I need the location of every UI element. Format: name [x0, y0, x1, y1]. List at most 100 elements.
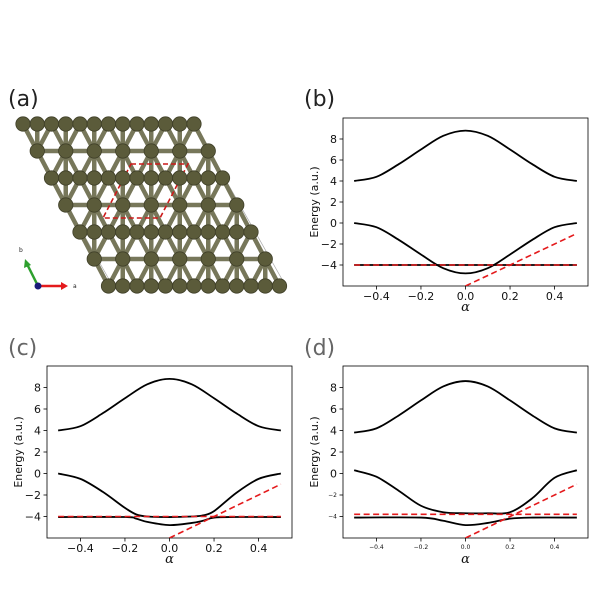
axis-b-arrowhead	[24, 259, 31, 268]
lattice-atom	[129, 278, 145, 294]
band-line-0	[353, 129, 578, 182]
lattice-atom	[115, 170, 131, 186]
lattice-atom	[172, 251, 188, 267]
lattice-atom	[200, 197, 216, 213]
y-tick-label: 2	[330, 196, 337, 209]
lattice-atom	[214, 170, 231, 186]
lattice-atom	[100, 170, 117, 186]
lattice-atom	[58, 116, 74, 132]
lattice-atom	[186, 170, 202, 186]
lattice-atom	[129, 224, 145, 240]
lattice-atom	[172, 116, 188, 132]
lattice-atom	[29, 143, 45, 159]
x-tick-label: −0.4	[363, 290, 390, 303]
band-line-2	[354, 516, 577, 527]
plot-c-frame	[46, 365, 293, 539]
lattice-atom	[200, 143, 216, 159]
y-tick-label: 6	[34, 403, 41, 416]
lattice-atom	[129, 170, 145, 186]
x-tick-label: 0.2	[205, 542, 223, 555]
band-line-1	[57, 472, 282, 518]
x-tick-label: −0.2	[414, 544, 429, 551]
y-tick-label: 2	[330, 446, 337, 459]
x-tick-label: 0.4	[546, 290, 564, 303]
plot-c: −0.4 −0.2 0.0 0.2 0.4 −4 −2 0 2 4 6 8 Energy (a.u.) α	[12, 365, 293, 567]
lattice-atom	[229, 197, 245, 213]
lattice-atom	[100, 116, 117, 132]
axis-a-label: a	[73, 283, 77, 290]
y-tick-label: 4	[34, 425, 41, 438]
lattice-atom	[186, 116, 202, 132]
lattice-atom	[229, 224, 245, 240]
x-tick-label: −0.2	[112, 542, 139, 555]
lattice-atom	[115, 251, 131, 267]
lattice-atom	[115, 278, 131, 294]
plot-d-frame	[342, 365, 589, 539]
x-tick-label: 0.4	[250, 542, 268, 555]
lattice-atom	[229, 278, 245, 294]
panel-d-band-plot: (d) −0.4 −0.2 0.0 0.2 0.4 −4 −2 0 2 4 6 8 Energy (a.…	[304, 336, 589, 567]
y-tick-label: 8	[330, 382, 337, 395]
y-tick-label: −4	[328, 514, 337, 521]
dashed-line-4	[465, 232, 578, 286]
y-tick-label: −4	[25, 511, 41, 524]
lattice-atom	[86, 197, 102, 213]
lattice-atom	[200, 278, 216, 294]
y-tick-label: 2	[34, 446, 41, 459]
lattice-atom	[86, 170, 102, 186]
lattice-atom	[58, 170, 74, 186]
lattice-atom	[200, 224, 216, 240]
lattice-atom	[115, 197, 131, 213]
lattice-atom	[29, 116, 45, 132]
y-tick-label: −2	[321, 238, 337, 251]
lattice-atom	[100, 278, 117, 294]
unit-cell	[101, 163, 190, 219]
lattice-atom	[86, 224, 102, 240]
lattice-atom	[86, 143, 102, 159]
x-tick-label: −0.4	[369, 544, 384, 551]
lattice-atom	[115, 143, 131, 159]
lattice-atom	[157, 224, 174, 240]
lattice-axes-indicator: a b	[19, 247, 77, 290]
lattice-atom	[214, 224, 231, 240]
y-tick-label: 4	[330, 175, 337, 188]
panel-d-label: (d)	[304, 336, 335, 361]
y-axis-label: Energy (a.u.)	[308, 416, 321, 487]
y-tick-label: −2	[328, 492, 337, 499]
lattice-atom	[257, 251, 273, 267]
band-line-1	[353, 222, 578, 275]
lattice-atom	[257, 278, 273, 294]
panel-b-band-plot: (b) −0.4 −0.2 0.0 0.2 0.4 −4 −2 0 2 4 6 8 Energy (a.…	[304, 87, 589, 315]
lattice-atom	[214, 278, 231, 294]
dashed-line-4	[169, 483, 282, 538]
x-axis-label: α	[165, 552, 174, 567]
panel-a-label: (a)	[8, 87, 39, 112]
plot-b-frame	[342, 117, 589, 287]
x-tick-label: −0.2	[408, 290, 435, 303]
lattice-atom	[229, 251, 245, 267]
lattice-atom	[172, 224, 188, 240]
lattice-atom	[143, 170, 159, 186]
panel-c-band-plot: (c) −0.4 −0.2 0.0 0.2 0.4 −4 −2 0 2 4 6 8 Energy (a.…	[8, 336, 293, 567]
plot-d: −0.4 −0.2 0.0 0.2 0.4 −4 −2 0 2 4 6 8 Energy (a.u.) α	[308, 365, 589, 567]
plot-b: −0.4 −0.2 0.0 0.2 0.4 −4 −2 0 2 4 6 8 Energy (a.u.) α	[308, 117, 589, 315]
dashed-line-4	[465, 483, 578, 538]
lattice-atom	[58, 197, 74, 213]
lattice-atom	[86, 251, 102, 267]
band-line-1	[353, 469, 578, 515]
x-tick-label: 0.2	[505, 544, 515, 551]
y-tick-label: −2	[25, 489, 41, 502]
band-line-0	[57, 377, 282, 432]
lattice-atom	[200, 170, 216, 186]
y-tick-label: −4	[321, 259, 337, 272]
lattice-atom	[157, 170, 174, 186]
x-tick-label: 0.0	[161, 542, 179, 555]
x-tick-label: 0.0	[457, 290, 475, 303]
x-tick-label: 0.4	[550, 544, 560, 551]
lattice-atom	[129, 116, 145, 132]
lattice-atom	[15, 116, 31, 132]
lattice-atom	[200, 251, 216, 267]
y-tick-label: 8	[34, 382, 41, 395]
origin-dot	[34, 282, 42, 290]
